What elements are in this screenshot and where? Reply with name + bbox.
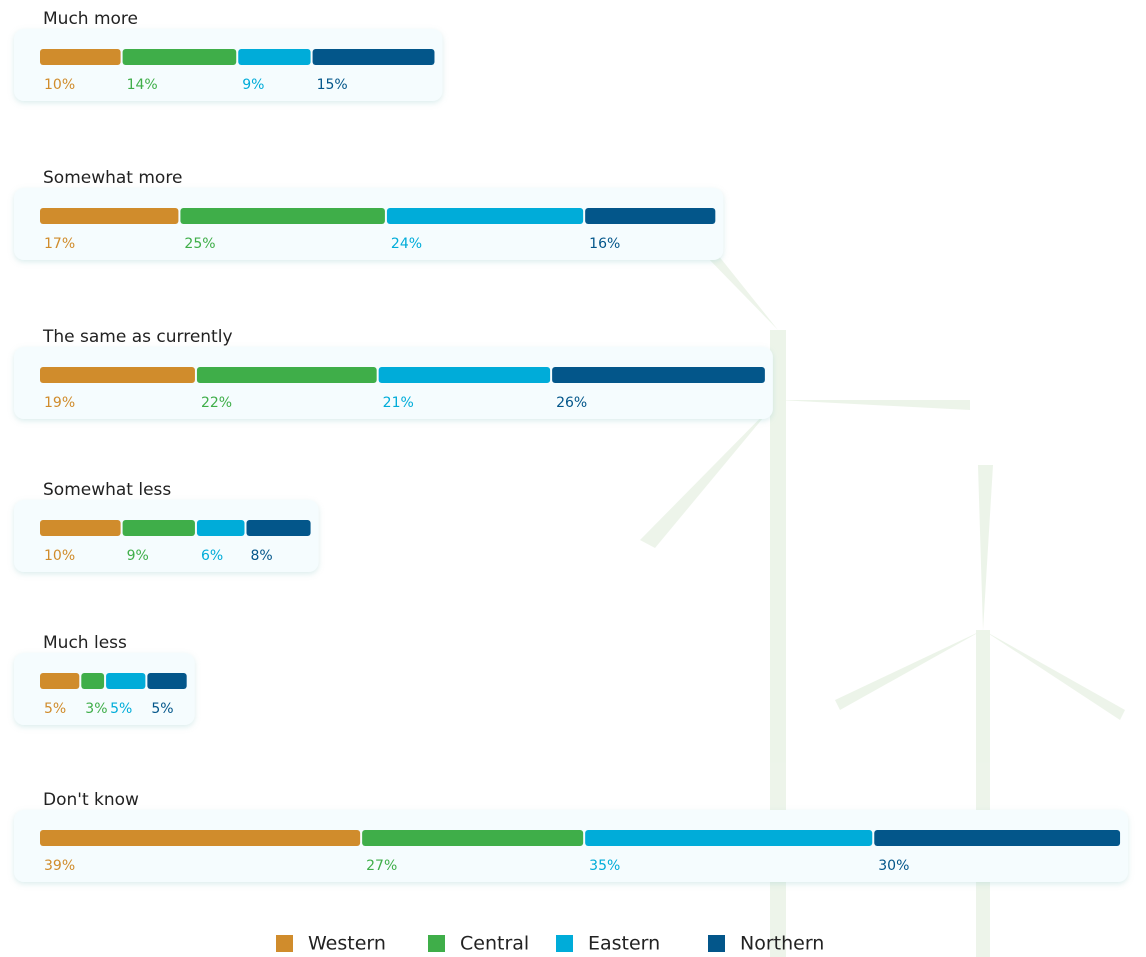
value-label: 27%	[366, 858, 397, 874]
value-label: 9%	[127, 548, 149, 564]
value-label: 8%	[251, 548, 273, 564]
bar-segment	[81, 673, 104, 689]
bar-segment	[387, 208, 583, 224]
bar-segment	[40, 673, 79, 689]
legend-label: Western	[308, 933, 386, 955]
bar-segment	[197, 367, 377, 383]
legend-label: Central	[460, 933, 529, 955]
legend-swatch	[428, 935, 445, 952]
value-label: 9%	[242, 77, 264, 93]
bar-segment	[123, 49, 237, 65]
category-label: Don't know	[43, 790, 139, 810]
value-label: 21%	[383, 395, 414, 411]
value-label: 25%	[184, 236, 215, 252]
value-label: 30%	[878, 858, 909, 874]
bar-segment	[313, 49, 435, 65]
value-label: 22%	[201, 395, 232, 411]
value-label: 15%	[317, 77, 348, 93]
bar-segment	[552, 367, 765, 383]
category-label: The same as currently	[42, 327, 233, 347]
value-label: 17%	[44, 236, 75, 252]
value-label: 6%	[201, 548, 223, 564]
value-label: 5%	[44, 701, 66, 717]
value-label: 5%	[151, 701, 173, 717]
bar-segment	[123, 520, 195, 536]
legend-label: Eastern	[588, 933, 660, 955]
bar-segment	[40, 208, 178, 224]
bar-segment	[40, 520, 121, 536]
bar-segment	[379, 367, 550, 383]
bar-segment	[40, 367, 195, 383]
category-label: Much less	[43, 633, 127, 653]
bar-segment	[247, 520, 311, 536]
value-label: 26%	[556, 395, 587, 411]
bar-segment	[874, 830, 1120, 846]
bar-segment	[585, 208, 715, 224]
legend-swatch	[276, 935, 293, 952]
bar-segment	[362, 830, 583, 846]
category-label: Somewhat less	[43, 480, 171, 500]
bar-segment	[180, 208, 384, 224]
bar-segment	[106, 673, 145, 689]
value-label: 14%	[127, 77, 158, 93]
bar-segment	[197, 520, 245, 536]
bar-segment	[238, 49, 310, 65]
legend-swatch	[708, 935, 725, 952]
legend-label: Northern	[740, 933, 824, 955]
value-label: 10%	[44, 548, 75, 564]
value-label: 5%	[110, 701, 132, 717]
value-label: 24%	[391, 236, 422, 252]
category-label: Somewhat more	[43, 168, 182, 188]
value-label: 16%	[589, 236, 620, 252]
value-label: 19%	[44, 395, 75, 411]
value-label: 35%	[589, 858, 620, 874]
value-label: 3%	[85, 701, 107, 717]
legend-swatch	[556, 935, 573, 952]
bar-segment	[147, 673, 186, 689]
value-label: 10%	[44, 77, 75, 93]
bar-segment	[40, 830, 360, 846]
bar-segment	[585, 830, 872, 846]
category-label: Much more	[43, 9, 138, 29]
value-label: 39%	[44, 858, 75, 874]
chart: Much more 10% 14% 9% 15% Somewhat more 17% 25% 2…	[0, 0, 1146, 957]
bar-segment	[40, 49, 121, 65]
